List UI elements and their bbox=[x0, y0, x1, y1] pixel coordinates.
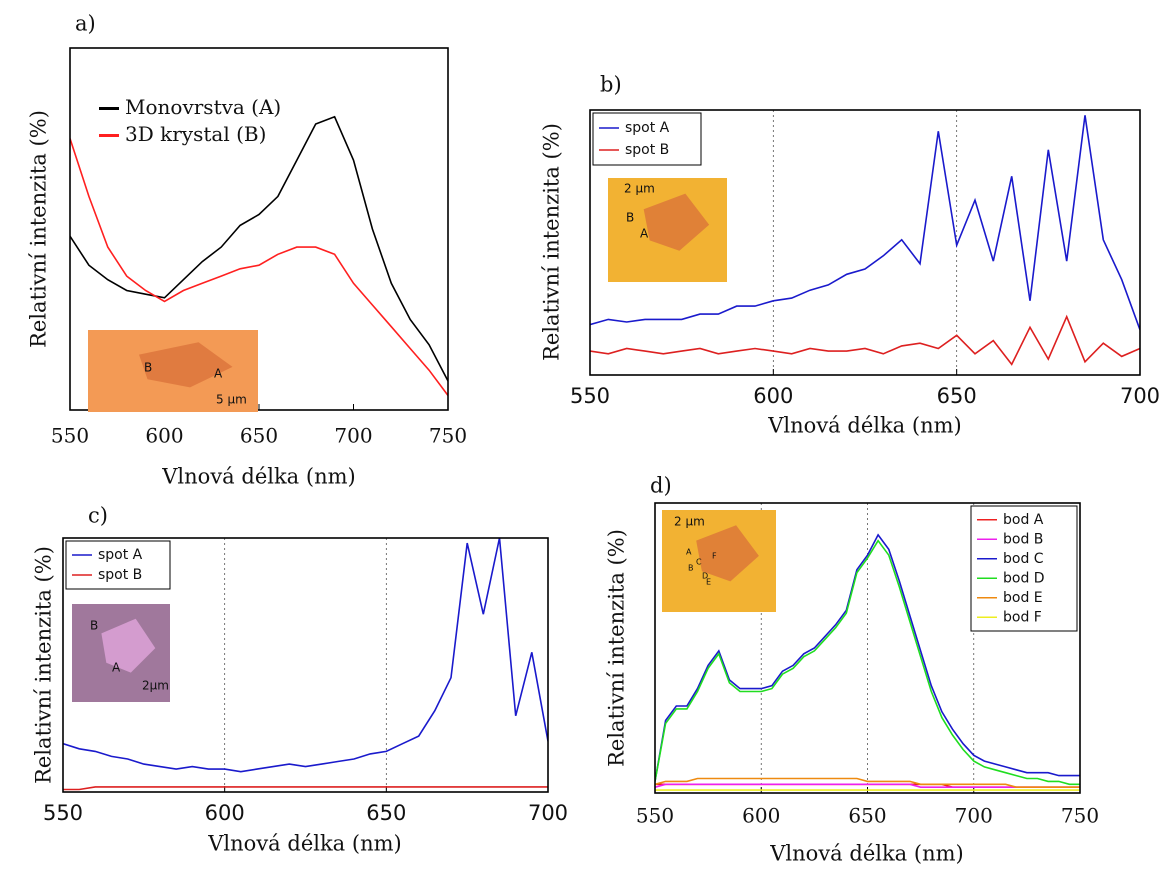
plot-frame bbox=[62, 537, 549, 793]
panel-label: b) bbox=[600, 73, 622, 97]
data-line bbox=[70, 138, 448, 396]
x-tick-label: 600 bbox=[205, 801, 245, 825]
inset-label: B bbox=[688, 564, 694, 573]
x-tick-label: 550 bbox=[51, 424, 89, 448]
data-line bbox=[63, 538, 548, 773]
x-tick-label: 550 bbox=[636, 804, 674, 828]
inset-label: E bbox=[706, 578, 711, 587]
x-tick-label: 700 bbox=[528, 801, 568, 825]
inset-label: B bbox=[144, 361, 152, 375]
x-tick-label: 650 bbox=[366, 801, 406, 825]
inset-flake bbox=[101, 618, 156, 673]
inset-label: A bbox=[640, 227, 649, 241]
x-tick-label: 750 bbox=[429, 424, 467, 448]
legend-box bbox=[592, 112, 702, 166]
legend-label: bod E bbox=[1003, 590, 1043, 606]
data-line bbox=[655, 539, 1080, 786]
legend-box bbox=[65, 540, 171, 590]
data-line bbox=[655, 783, 1080, 788]
panel: a) Vlnová délka (nm) Relativní intenzita (… bbox=[27, 12, 468, 489]
x-axis-label: Vlnová délka (nm) bbox=[161, 465, 355, 489]
data-line bbox=[63, 786, 548, 791]
inset-label: F bbox=[712, 552, 717, 561]
legend-label: 3D krystal (B) bbox=[125, 122, 266, 146]
data-line bbox=[655, 777, 1080, 788]
inset-label: A bbox=[112, 661, 121, 675]
x-axis-label: Vlnová délka (nm) bbox=[207, 832, 401, 856]
data-line bbox=[590, 115, 1140, 331]
x-axis-label: Vlnová délka (nm) bbox=[767, 414, 961, 438]
plot-frame bbox=[654, 502, 1081, 794]
inset-label: D bbox=[702, 572, 708, 581]
legend-label: bod F bbox=[1003, 609, 1042, 625]
panel: c) Vlnová délka (nm) Relativní intenzita (… bbox=[32, 504, 569, 856]
legend-box bbox=[970, 505, 1078, 632]
plot-frame bbox=[589, 109, 1141, 376]
legend-label: spot A bbox=[98, 547, 143, 563]
inset-label: C bbox=[696, 558, 702, 567]
legend-label: bod C bbox=[1003, 551, 1044, 567]
panel-label: d) bbox=[650, 474, 672, 498]
x-tick-label: 600 bbox=[145, 424, 183, 448]
legend-label: Monovrstva (A) bbox=[125, 95, 281, 119]
inset-label: A bbox=[686, 548, 692, 557]
data-line bbox=[70, 115, 448, 382]
x-axis-label: Vlnová délka (nm) bbox=[769, 842, 963, 866]
legend-label: spot B bbox=[625, 142, 669, 158]
x-tick-label: 600 bbox=[742, 804, 780, 828]
panel: d) Vlnová délka (nm) Relativní intenzita (… bbox=[605, 474, 1100, 866]
legend-label: bod A bbox=[1003, 512, 1044, 528]
data-line bbox=[590, 314, 1140, 366]
inset-label: 2µm bbox=[142, 679, 169, 693]
y-axis-label: Relativní intenzita (%) bbox=[27, 110, 51, 348]
y-axis-label: Relativní intenzita (%) bbox=[32, 546, 56, 784]
y-axis-label: Relativní intenzita (%) bbox=[540, 123, 564, 361]
inset-label: 5 µm bbox=[216, 393, 247, 407]
x-tick-label: 600 bbox=[753, 384, 793, 408]
x-tick-label: 550 bbox=[570, 384, 610, 408]
data-line bbox=[655, 533, 1080, 782]
legend-label: spot B bbox=[98, 567, 142, 583]
inset-label: 2 µm bbox=[674, 515, 705, 529]
inset-label: 2 µm bbox=[624, 182, 655, 196]
inset-label: A bbox=[214, 367, 223, 381]
inset-label: B bbox=[626, 211, 634, 225]
legend-label: bod D bbox=[1003, 570, 1045, 586]
x-tick-label: 700 bbox=[955, 804, 993, 828]
inset-flake bbox=[643, 193, 710, 251]
inset-label: B bbox=[90, 619, 98, 633]
x-tick-label: 700 bbox=[334, 424, 372, 448]
panel-label: c) bbox=[88, 504, 108, 528]
legend-label: bod B bbox=[1003, 531, 1043, 547]
x-tick-label: 750 bbox=[1061, 804, 1099, 828]
panel-label: a) bbox=[75, 12, 96, 36]
x-tick-label: 650 bbox=[240, 424, 278, 448]
inset-flake bbox=[696, 525, 759, 582]
panel: b) Vlnová délka (nm) Relativní intenzita (… bbox=[540, 73, 1161, 438]
x-tick-label: 650 bbox=[848, 804, 886, 828]
x-tick-label: 550 bbox=[43, 801, 83, 825]
inset-flake bbox=[139, 342, 233, 388]
legend-label: spot A bbox=[625, 120, 670, 136]
x-tick-label: 650 bbox=[937, 384, 977, 408]
plot-frame bbox=[69, 47, 449, 411]
y-axis-label: Relativní intenzita (%) bbox=[605, 529, 629, 767]
x-tick-label: 700 bbox=[1120, 384, 1160, 408]
